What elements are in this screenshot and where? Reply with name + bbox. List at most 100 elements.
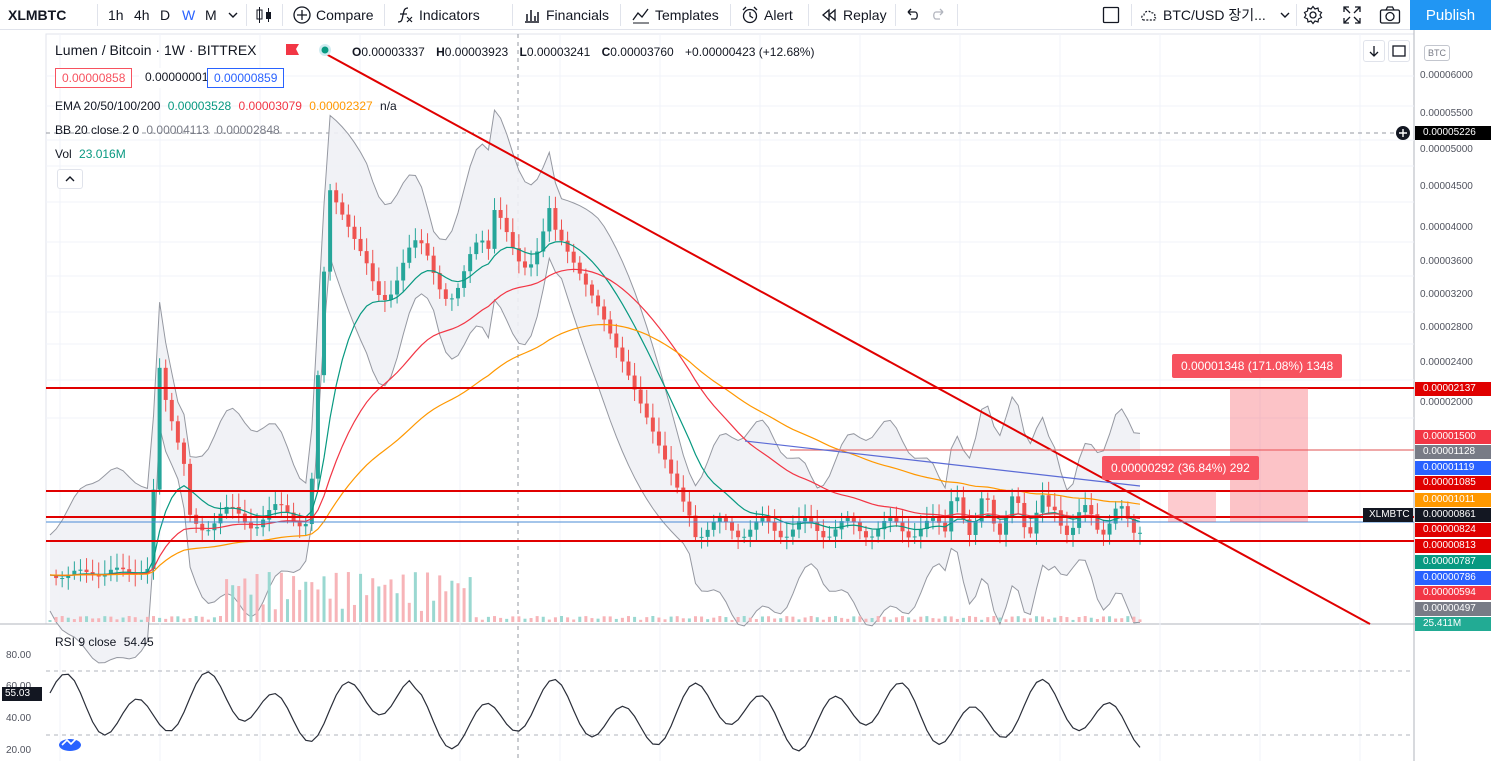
volume-bar: [980, 619, 984, 622]
candle-body: [443, 289, 448, 299]
layout-selector[interactable]: BTC/USD 장기...: [1139, 0, 1290, 29]
volume-bar: [754, 619, 758, 622]
candle-body: [486, 240, 491, 249]
volume-bar: [663, 619, 667, 622]
chart-canvas[interactable]: [0, 30, 1491, 761]
volume-bar: [255, 574, 259, 622]
candle-body: [650, 417, 655, 432]
alert-button[interactable]: Alert: [740, 0, 793, 29]
volume-bar: [444, 591, 448, 622]
add-alert-plus-icon[interactable]: [1395, 125, 1411, 146]
bar-chart-icon: [525, 9, 539, 23]
candle-body: [175, 421, 180, 443]
candlestick-series: [54, 182, 1142, 590]
divider: [1296, 4, 1297, 26]
trend-angle-line: [744, 440, 1141, 487]
financials-button[interactable]: Financials: [522, 0, 609, 29]
candle-body: [930, 518, 935, 521]
volume-legend[interactable]: Vol 23.016M: [55, 147, 130, 161]
fullscreen-icon[interactable]: [1342, 0, 1362, 29]
redo-icon[interactable]: [930, 0, 948, 29]
volume-bar: [870, 618, 874, 622]
ema200-value: n/a: [380, 99, 397, 113]
ema-legend[interactable]: EMA 20/50/100/200 0.00003528 0.00003079 …: [55, 99, 401, 113]
candle-body: [169, 399, 174, 422]
volume-bar: [1047, 619, 1051, 622]
candle-body: [54, 575, 59, 579]
measure-label-small[interactable]: 0.00000292 (36.84%) 292: [1102, 456, 1259, 480]
maximize-pane-button[interactable]: [1388, 40, 1410, 62]
gear-icon[interactable]: [1303, 0, 1323, 29]
undo-icon[interactable]: [903, 0, 921, 29]
timeframe-w[interactable]: W: [182, 6, 196, 23]
volume-bar: [54, 617, 58, 622]
volume-bar: [937, 618, 941, 622]
templates-button[interactable]: Templates: [631, 0, 719, 29]
timeframe-4h[interactable]: 4h: [134, 6, 150, 23]
open-value: 0.00003337: [361, 45, 425, 59]
camera-icon[interactable]: [1379, 0, 1401, 29]
ema100-line: [49, 323, 1141, 576]
candle-body: [60, 578, 65, 580]
price-tick: 0.00003200: [1420, 289, 1473, 300]
candle-body: [644, 403, 649, 418]
candle-body: [206, 530, 211, 532]
candle-body: [437, 273, 442, 290]
candle-body: [431, 255, 436, 274]
flag-icon[interactable]: [286, 44, 300, 59]
volume-bar: [907, 617, 911, 622]
indicators-label: Indicators: [419, 6, 480, 23]
candle-body: [784, 536, 789, 538]
candle-body: [1016, 496, 1021, 503]
ema50-line: [49, 268, 1141, 577]
candle-body: [255, 527, 260, 529]
bb-legend[interactable]: BB 20 close 2 0 0.00004113 0.00002848: [55, 123, 284, 137]
volume-bar: [876, 616, 880, 622]
ema20-line: [49, 241, 1141, 577]
volume-bar: [894, 617, 898, 622]
candle-body: [870, 536, 875, 538]
volume-bar: [359, 573, 363, 622]
volume-bar: [901, 616, 905, 622]
candle-body: [84, 569, 89, 573]
fullscreen-square-icon[interactable]: [1102, 0, 1120, 29]
currency-unit-badge[interactable]: BTC: [1424, 45, 1450, 61]
scroll-down-button[interactable]: [1363, 40, 1385, 62]
volume-bar: [955, 618, 959, 622]
volume-bar: [596, 618, 600, 622]
volume-bar: [285, 599, 289, 622]
volume-bar: [961, 617, 965, 622]
measure-label-large[interactable]: 0.00001348 (171.08%) 1348: [1172, 354, 1343, 378]
publish-button[interactable]: Publish: [1410, 0, 1491, 30]
measure-box-small: [1168, 491, 1216, 522]
timeframe-m[interactable]: M: [205, 6, 217, 23]
volume-bar: [212, 617, 216, 622]
candle-body: [1064, 525, 1069, 535]
divider: [97, 4, 98, 26]
tradingview-logo[interactable]: [58, 733, 82, 751]
indicators-button[interactable]: Indicators: [395, 0, 480, 29]
timeframe-d[interactable]: D: [160, 6, 171, 23]
replay-button[interactable]: Replay: [819, 0, 887, 29]
candle-body: [72, 570, 77, 575]
compare-button[interactable]: Compare: [292, 0, 374, 29]
candle-body: [583, 273, 588, 285]
volume-bar: [72, 619, 76, 622]
timeframe-dropdown-icon[interactable]: [228, 0, 238, 29]
timeframe-1h[interactable]: 1h: [108, 6, 124, 23]
chart-type-candles-icon[interactable]: [255, 0, 273, 29]
drawings-layer[interactable]: [46, 53, 1414, 625]
volume-bar: [803, 617, 807, 622]
candle-body: [248, 522, 253, 529]
symbol-search[interactable]: XLMBTC: [8, 6, 67, 23]
rsi-legend[interactable]: RSI 9 close 54.45: [55, 635, 158, 649]
buy-price-button[interactable]: 0.00000859: [207, 68, 285, 88]
sell-price-button[interactable]: 0.00000858: [55, 68, 133, 88]
volume-bar: [316, 589, 320, 622]
candle-body: [796, 521, 801, 530]
volume-bar: [340, 608, 344, 622]
collapse-legend-button[interactable]: [57, 169, 83, 189]
volume-bar: [858, 616, 862, 622]
templates-icon: [632, 8, 649, 23]
volume-bar: [389, 579, 393, 622]
